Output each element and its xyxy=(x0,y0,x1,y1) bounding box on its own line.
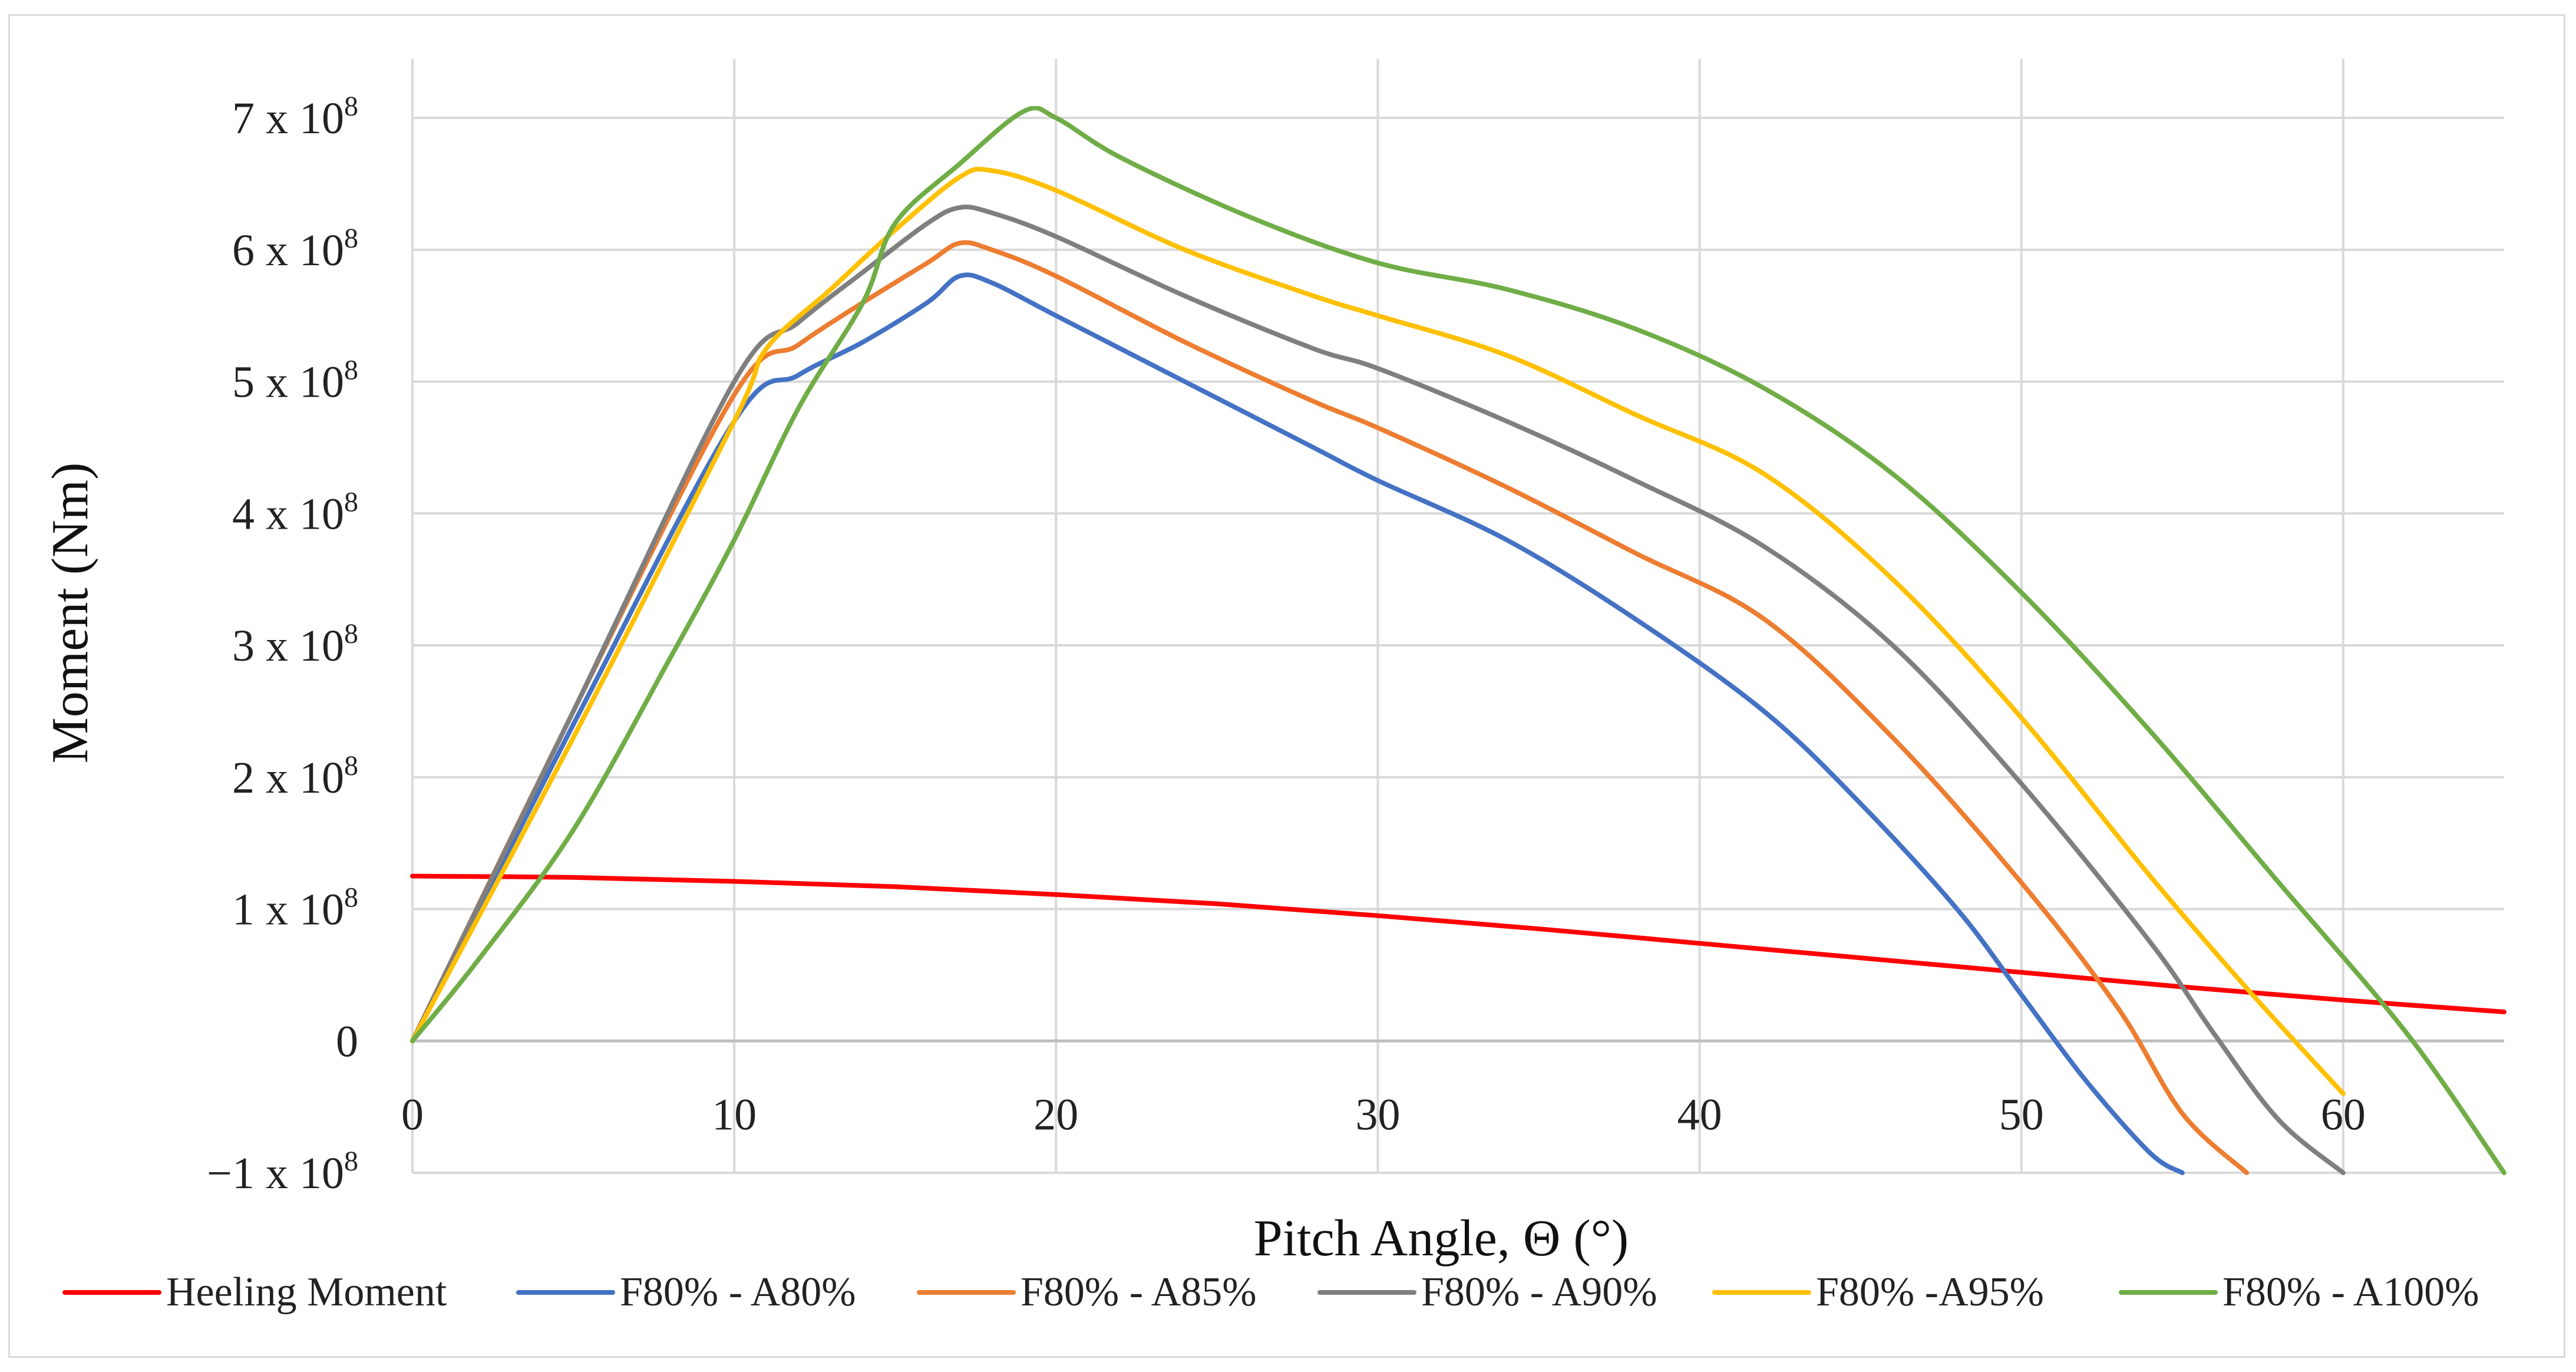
gridlines xyxy=(411,59,2504,1174)
y-tick-label: 7 x 108 xyxy=(232,91,358,143)
legend: Heeling Moment F80% - A80% F80% - A85% F80%… xyxy=(62,1269,2479,1315)
y-tick-label: 2 x 108 xyxy=(232,750,358,803)
legend-label: F80% -A95% xyxy=(1816,1269,2044,1315)
series-line-2 xyxy=(410,272,2185,1175)
legend-label: F80% - A90% xyxy=(1421,1269,1657,1315)
legend-label: F80% - A80% xyxy=(620,1269,856,1315)
y-tick-label: 6 x 108 xyxy=(232,223,358,275)
x-tick-label: 50 xyxy=(1999,1090,2044,1139)
legend-label: F80% - A85% xyxy=(1021,1269,1257,1315)
legend-label: F80% - A100% xyxy=(2222,1269,2479,1315)
y-tick-label: 5 x 108 xyxy=(232,355,358,407)
series-line-3 xyxy=(410,240,2250,1175)
y-tick-exponent: 8 xyxy=(344,223,358,254)
y-tick-label: 0 xyxy=(336,1017,358,1066)
x-axis-title: Pitch Angle, Θ (°) xyxy=(1254,1210,1629,1267)
x-tick-label: 20 xyxy=(1033,1090,1078,1139)
y-tick-exponent: 8 xyxy=(344,1146,358,1177)
y-tick-exponent: 8 xyxy=(344,91,358,122)
y-axis-ticks: 7 x 108 6 x 108 5 x 108 4 x 108 3 x 108 2 x 1… xyxy=(207,91,358,1198)
series-line-5 xyxy=(410,166,2346,1096)
y-tick-label: −1 x 108 xyxy=(207,1146,358,1198)
y-tick-exponent: 8 xyxy=(344,486,358,517)
x-tick-label: 10 xyxy=(712,1090,757,1139)
chart-frame xyxy=(8,14,2565,1358)
x-tick-label: 40 xyxy=(1677,1090,1722,1139)
series-line-1 xyxy=(410,873,2506,1015)
x-tick-label: 0 xyxy=(401,1090,424,1139)
series-lines xyxy=(410,106,2506,1175)
y-tick-label: 4 x 108 xyxy=(232,486,358,539)
y-tick-exponent: 8 xyxy=(344,618,358,649)
y-tick-exponent: 8 xyxy=(344,882,358,913)
x-tick-label: 30 xyxy=(1355,1090,1400,1139)
y-tick-exponent: 8 xyxy=(344,355,358,386)
series-line-6 xyxy=(410,106,2506,1175)
legend-label: Heeling Moment xyxy=(166,1269,447,1315)
y-tick-label: 1 x 108 xyxy=(232,882,358,935)
x-tick-label: 60 xyxy=(2321,1090,2366,1139)
series-line-4 xyxy=(410,205,2346,1175)
y-axis-title: Moment (Nm) xyxy=(42,463,99,764)
y-tick-label: 3 x 108 xyxy=(232,618,358,671)
x-axis-ticks: 0 10 20 30 40 50 60 xyxy=(401,1090,2366,1139)
y-tick-exponent: 8 xyxy=(344,750,358,781)
